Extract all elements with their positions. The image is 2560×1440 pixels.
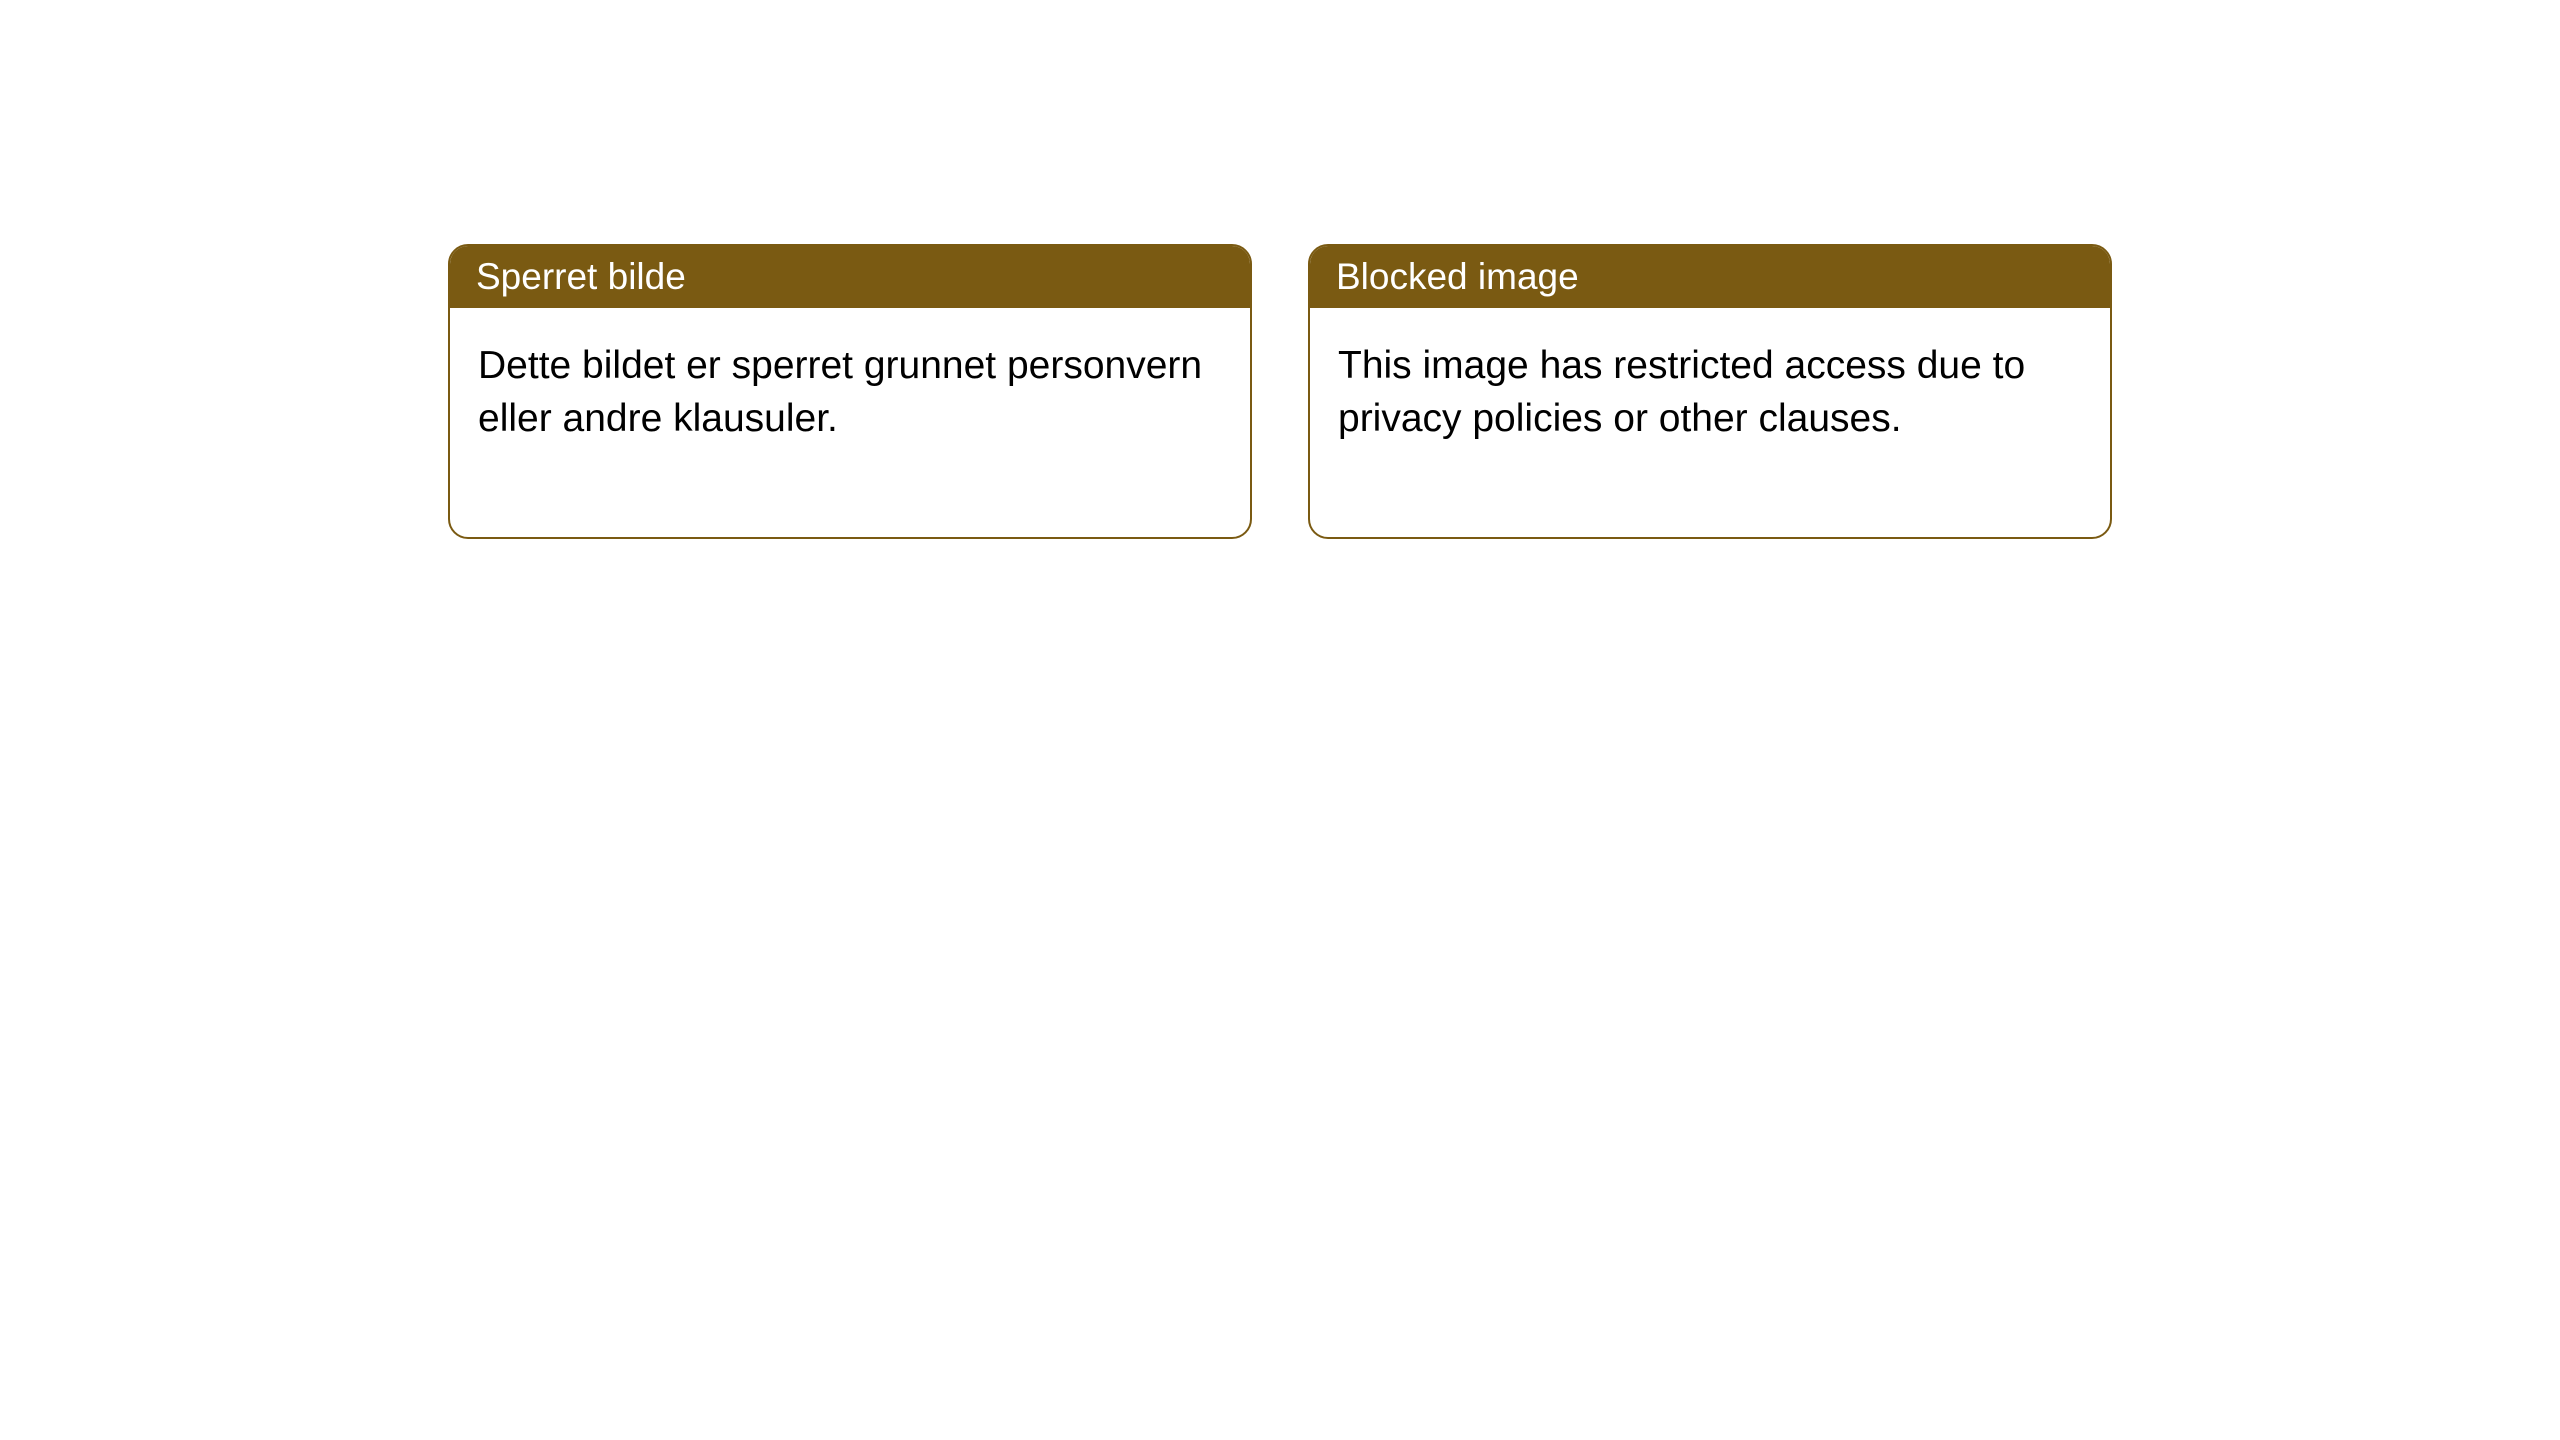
notice-body: This image has restricted access due to …	[1310, 308, 2110, 537]
notice-body: Dette bildet er sperret grunnet personve…	[450, 308, 1250, 537]
notice-container: Sperret bilde Dette bildet er sperret gr…	[0, 0, 2560, 539]
notice-header: Sperret bilde	[450, 246, 1250, 308]
notice-card-norwegian: Sperret bilde Dette bildet er sperret gr…	[448, 244, 1252, 539]
notice-card-english: Blocked image This image has restricted …	[1308, 244, 2112, 539]
notice-header: Blocked image	[1310, 246, 2110, 308]
